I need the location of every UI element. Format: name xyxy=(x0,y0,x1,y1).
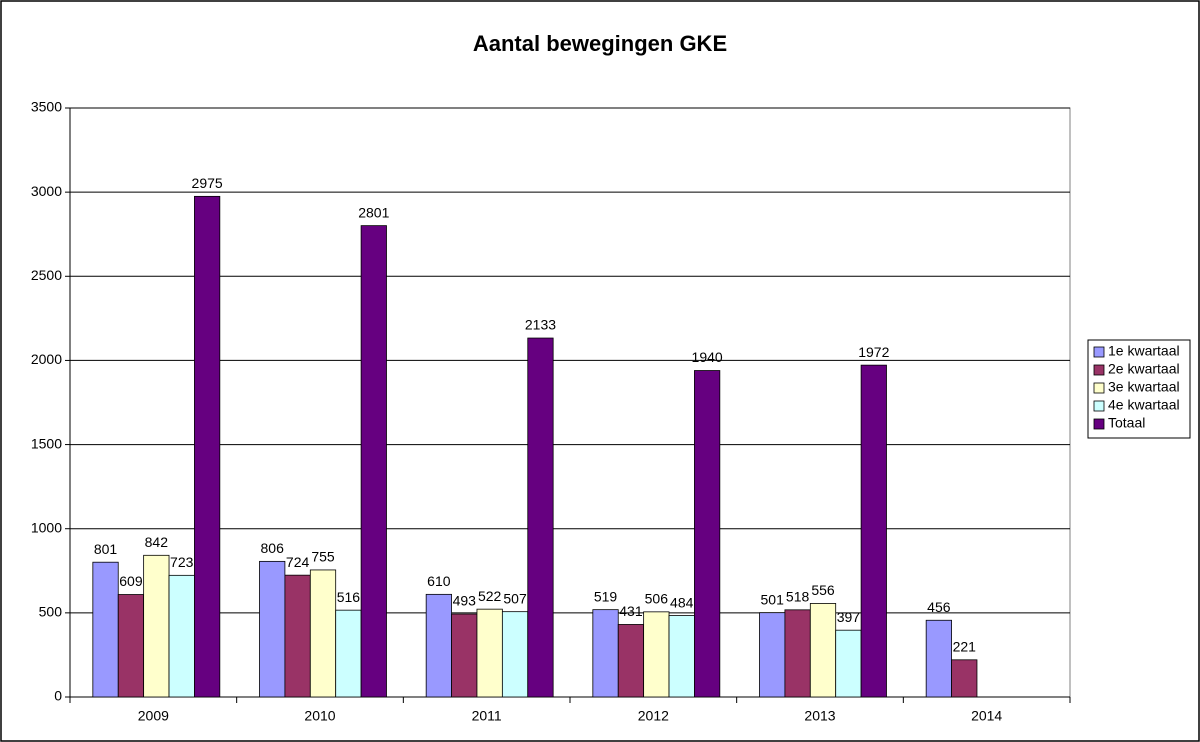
bar xyxy=(784,609,811,698)
legend-swatch xyxy=(1093,364,1105,376)
bar xyxy=(476,608,503,698)
legend-swatch xyxy=(1093,382,1105,394)
data-label: 806 xyxy=(261,540,285,556)
data-label: 609 xyxy=(119,573,143,589)
data-label: 2801 xyxy=(358,204,389,220)
bar xyxy=(284,574,311,698)
bar xyxy=(668,615,695,698)
bar xyxy=(143,554,170,698)
x-tick-label: 2013 xyxy=(804,708,835,724)
y-tick-label: 3500 xyxy=(31,99,62,115)
data-label: 506 xyxy=(645,591,669,607)
data-label: 516 xyxy=(337,589,361,605)
bar xyxy=(643,611,670,698)
legend-label: 3e kwartaal xyxy=(1108,379,1180,395)
data-label: 1940 xyxy=(692,349,723,365)
legend-label: Totaal xyxy=(1108,415,1145,431)
bar xyxy=(425,593,452,698)
data-label: 221 xyxy=(953,639,977,655)
bar xyxy=(809,603,837,698)
bar xyxy=(835,629,862,698)
legend-swatch xyxy=(1093,418,1105,430)
data-label: 522 xyxy=(478,588,502,604)
data-label: 723 xyxy=(170,554,194,570)
bar xyxy=(451,613,478,698)
plot-area xyxy=(69,107,1071,698)
data-label: 2133 xyxy=(525,317,556,333)
y-tick-label: 2000 xyxy=(31,351,62,367)
bar xyxy=(925,619,952,698)
y-tick-label: 2500 xyxy=(31,267,62,283)
x-tick-label: 2010 xyxy=(304,708,335,724)
data-label: 556 xyxy=(811,582,835,598)
bar xyxy=(117,594,145,698)
data-label: 397 xyxy=(837,609,861,625)
bar xyxy=(194,195,221,698)
data-label: 724 xyxy=(286,554,310,570)
x-tick-label: 2011 xyxy=(472,708,502,724)
data-label: 1972 xyxy=(858,344,889,360)
y-tick-label: 1000 xyxy=(31,519,62,535)
bar xyxy=(501,611,529,698)
bar xyxy=(309,569,337,698)
bar xyxy=(168,574,195,698)
bar xyxy=(759,612,786,698)
bar xyxy=(92,561,119,698)
y-tick-label: 500 xyxy=(39,604,63,620)
y-tick-label: 0 xyxy=(54,688,62,704)
bar xyxy=(694,370,721,698)
data-label: 2975 xyxy=(192,175,223,191)
data-label: 518 xyxy=(786,589,810,605)
bar xyxy=(335,609,362,698)
y-tick-label: 1500 xyxy=(31,435,62,451)
bar xyxy=(360,225,387,698)
data-label: 801 xyxy=(94,541,118,557)
data-label: 842 xyxy=(145,534,169,550)
legend-label: 1e kwartaal xyxy=(1108,343,1180,359)
bar xyxy=(527,337,554,698)
legend-label: 2e kwartaal xyxy=(1108,361,1180,377)
chart-title: Aantal bewegingen GKE xyxy=(473,31,727,56)
x-tick-label: 2012 xyxy=(638,708,669,724)
y-tick-label: 3000 xyxy=(31,183,62,199)
data-label: 431 xyxy=(619,603,643,619)
data-label: 456 xyxy=(927,599,951,615)
data-label: 493 xyxy=(453,593,477,609)
legend-swatch xyxy=(1093,346,1105,358)
data-label: 484 xyxy=(670,594,694,610)
legend-label: 4e kwartaal xyxy=(1108,397,1180,413)
bar xyxy=(860,364,887,698)
data-label: 755 xyxy=(311,549,335,565)
data-label: 519 xyxy=(594,588,618,604)
legend-box xyxy=(1087,339,1191,439)
data-label: 501 xyxy=(761,591,785,607)
bar xyxy=(259,560,286,698)
bar xyxy=(592,609,619,698)
bar xyxy=(951,659,978,698)
x-tick-label: 2009 xyxy=(138,708,169,724)
legend-swatch xyxy=(1093,400,1105,412)
bar xyxy=(617,624,645,698)
data-label: 507 xyxy=(503,590,527,606)
x-tick-label: 2014 xyxy=(971,708,1002,724)
data-label: 610 xyxy=(427,573,451,589)
